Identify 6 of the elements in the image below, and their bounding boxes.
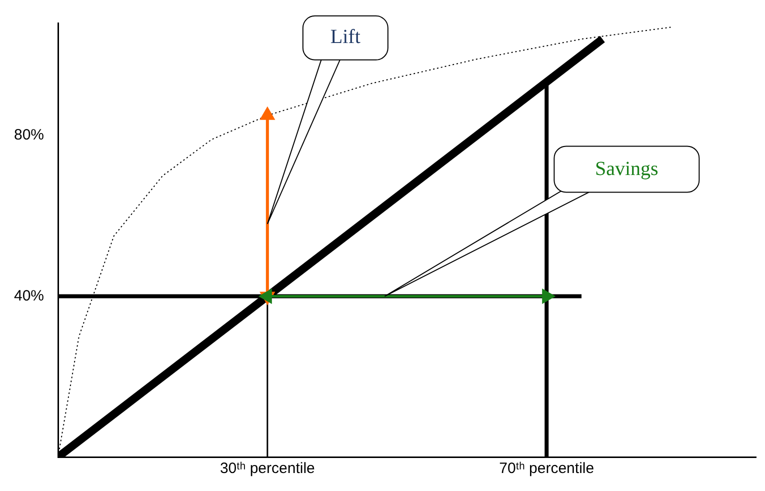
x-tick-label: 70ᵗʰ percentile (499, 460, 594, 478)
x-tick-label: 30ᵗʰ percentile (220, 460, 315, 478)
annotation: Savings (554, 146, 700, 192)
y-tick-label: 80% (14, 126, 44, 144)
annotation: Lift (302, 16, 388, 60)
y-tick-label: 40% (14, 287, 44, 304)
